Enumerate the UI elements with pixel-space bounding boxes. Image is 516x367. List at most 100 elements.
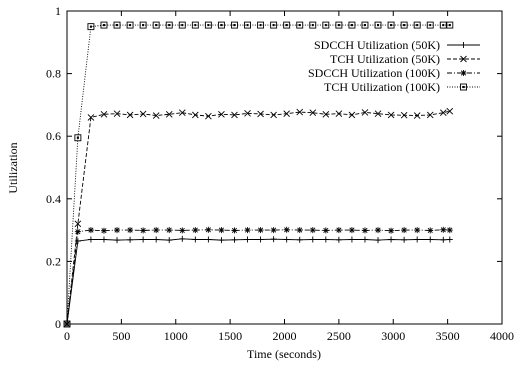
- data-point: [440, 226, 447, 233]
- data-point: [361, 227, 368, 234]
- legend-item: TCH Utilization (50K): [330, 52, 480, 66]
- data-point: [244, 227, 251, 234]
- y-tick-label: 0.2: [46, 254, 61, 268]
- data-point: [205, 226, 212, 233]
- data-point: [309, 227, 316, 234]
- x-tick-label: 1000: [164, 329, 188, 343]
- data-point: [87, 236, 94, 243]
- data-point: [335, 21, 343, 29]
- data-point: [401, 227, 408, 234]
- data-point: [387, 111, 395, 119]
- data-point: [361, 21, 369, 29]
- x-axis-title: Time (seconds): [247, 347, 321, 361]
- data-point: [446, 227, 453, 234]
- data-point: [257, 110, 264, 118]
- data-point: [427, 236, 434, 243]
- data-point: [179, 235, 186, 242]
- y-tick-label: 0.8: [46, 67, 61, 81]
- legend-item: SDCCH Utilization (50K): [314, 38, 480, 52]
- data-point: [283, 236, 290, 243]
- legend-label: TCH Utilization (50K): [330, 52, 440, 66]
- data-point: [413, 112, 421, 119]
- legend-swatch-marker: [460, 70, 467, 76]
- data-point: [270, 111, 277, 119]
- data-point: [231, 236, 238, 243]
- data-point: [165, 110, 173, 118]
- legend-item: TCH Utilization (100K): [324, 80, 480, 94]
- legend: SDCCH Utilization (50K)TCH Utilization (…: [308, 38, 480, 94]
- data-point: [348, 227, 355, 234]
- data-point: [388, 227, 395, 234]
- data-point: [446, 21, 454, 29]
- data-point: [205, 236, 212, 243]
- data-point: [153, 236, 160, 243]
- x-axis-ticks: 0 500 1000 1500 2000 2500 3000 3500 4000: [64, 11, 514, 343]
- data-point: [113, 21, 121, 29]
- data-point: [348, 21, 356, 29]
- data-point: [100, 236, 107, 243]
- data-point: [87, 227, 94, 234]
- data-point: [414, 236, 421, 243]
- data-point: [426, 21, 434, 29]
- y-tick-label: 0: [55, 317, 61, 331]
- data-point: [413, 21, 421, 29]
- data-point: [74, 220, 82, 228]
- data-point: [231, 227, 238, 234]
- data-point: [166, 237, 173, 244]
- data-point: [322, 110, 330, 118]
- data-point: [126, 21, 134, 29]
- data-point: [296, 236, 303, 243]
- legend-label: SDCCH Utilization (100K): [308, 66, 440, 80]
- data-point: [322, 21, 330, 29]
- data-point: [192, 111, 199, 119]
- data-point: [63, 320, 71, 328]
- data-point: [374, 21, 382, 29]
- data-point: [257, 236, 264, 243]
- data-point: [100, 21, 108, 29]
- data-point: [192, 236, 199, 243]
- data-point: [74, 238, 81, 245]
- x-tick-label: 0: [64, 329, 70, 343]
- x-tick-label: 3000: [381, 329, 405, 343]
- data-point: [400, 111, 408, 119]
- data-point: [296, 227, 303, 234]
- data-point: [322, 227, 329, 234]
- data-point: [87, 23, 95, 31]
- data-point: [322, 236, 329, 243]
- legend-swatch-marker: [460, 42, 467, 48]
- data-point: [127, 227, 134, 234]
- data-point: [401, 236, 408, 243]
- data-point: [296, 21, 304, 29]
- data-point: [152, 112, 160, 119]
- data-point: [74, 134, 82, 142]
- data-point: [446, 236, 453, 243]
- data-point: [257, 21, 265, 29]
- data-point: [375, 237, 382, 244]
- data-point: [400, 21, 408, 29]
- data-point: [204, 21, 212, 29]
- series-layer: [63, 21, 454, 328]
- data-point: [270, 227, 277, 234]
- y-axis-title: Utilization: [6, 142, 20, 193]
- data-point: [140, 227, 147, 234]
- series-1: [64, 235, 453, 327]
- x-tick-label: 1500: [218, 329, 242, 343]
- data-point: [335, 110, 343, 117]
- data-point: [191, 21, 199, 29]
- series-line: [66, 110, 450, 325]
- data-point: [178, 21, 186, 29]
- data-point: [114, 237, 121, 244]
- data-point: [244, 236, 251, 243]
- y-tick-label: 0.4: [46, 192, 61, 206]
- data-point: [427, 227, 434, 234]
- legend-swatch-marker: [460, 55, 467, 63]
- data-point: [244, 110, 251, 117]
- data-point: [309, 109, 317, 117]
- data-point: [283, 226, 290, 233]
- data-point: [374, 110, 382, 117]
- data-point: [113, 110, 121, 117]
- data-point: [140, 236, 147, 243]
- data-point: [270, 21, 278, 29]
- data-point: [439, 21, 447, 29]
- data-point: [218, 110, 225, 118]
